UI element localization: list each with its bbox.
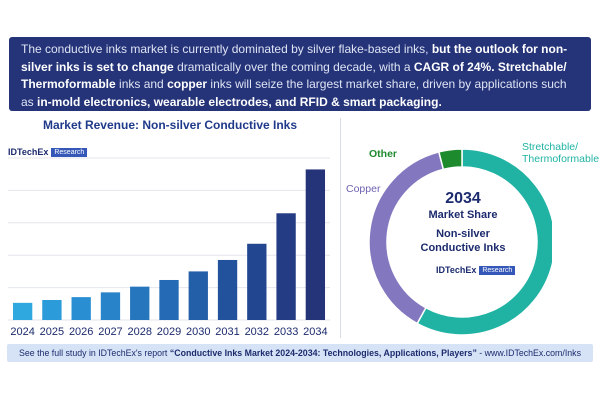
donut-center-text: Market Share Non-silver Conductive Inks xyxy=(408,208,518,255)
idtechex-logo: IDTechEx Research xyxy=(8,147,88,157)
bar-2031 xyxy=(217,259,238,320)
bar-2025 xyxy=(42,299,62,320)
legend-label-stretchable-line1: Stretchable/ xyxy=(522,141,579,153)
summary-banner: The conductive inks market is currently … xyxy=(9,37,591,111)
x-tick-label: 2027 xyxy=(98,326,122,338)
donut-chart xyxy=(368,148,552,336)
banner-highlight: Stretchable/ Thermoformable xyxy=(21,59,567,92)
footer-text: See the full study in IDTechEx's report xyxy=(19,348,170,358)
donut-center-line3: Conductive Inks xyxy=(420,242,506,254)
x-tick-label: 2032 xyxy=(245,326,269,338)
x-tick-label: 2030 xyxy=(186,326,210,338)
donut-center-line2: Non-silver xyxy=(436,228,490,240)
x-tick-label: 2024 xyxy=(10,326,34,338)
bar-2034 xyxy=(305,169,326,320)
x-tick-label: 2029 xyxy=(157,326,181,338)
banner-highlight: CAGR of 24%. xyxy=(413,59,495,74)
bar-chart-title: Market Revenue: Non-silver Conductive In… xyxy=(42,118,298,132)
bar-2027 xyxy=(100,292,121,320)
idtechex-logo: IDTechEx Research xyxy=(436,265,516,275)
report-footer[interactable]: See the full study in IDTechEx's report … xyxy=(7,344,593,362)
bar-2028 xyxy=(130,286,150,320)
bar-2024 xyxy=(12,302,33,320)
brand-tag: Research xyxy=(479,265,516,275)
banner-text: The conductive inks market is currently … xyxy=(21,42,432,56)
x-tick-label: 2034 xyxy=(303,326,327,338)
legend-label-other: Other xyxy=(369,148,398,160)
x-tick-label: 2026 xyxy=(69,326,93,338)
bar-chart: 2024 2025 2026 2027 2028 2029 2030 2031 2032 2033… xyxy=(8,157,330,338)
banner-highlight: but the outlook for non-silver inks is s… xyxy=(21,42,568,74)
brand-name: IDTechEx xyxy=(436,265,477,275)
bar-2026 xyxy=(71,297,91,320)
footer-url[interactable]: - www.IDTechEx.com/Inks xyxy=(476,348,581,358)
x-tick-label: 2033 xyxy=(274,326,298,338)
brand-tag: Research xyxy=(51,147,88,157)
donut-center-line1: Market Share xyxy=(428,209,498,221)
banner-text: dramatically over the coming decade, wit… xyxy=(173,59,414,74)
donut-slice-stretchable xyxy=(416,148,552,336)
x-tick-label: 2031 xyxy=(215,326,239,338)
bar-2032 xyxy=(247,243,267,320)
banner-text: inks and xyxy=(115,77,168,91)
bar-2033 xyxy=(276,213,296,320)
legend-label-stretchable-line2: Thermoformable xyxy=(522,153,600,165)
report-title-link[interactable]: “Conductive Inks Market 2024-2034: Techn… xyxy=(169,348,477,358)
donut-slice-other xyxy=(437,148,463,171)
banner-highlight: copper xyxy=(167,77,208,91)
legend-label-copper: Copper xyxy=(346,183,381,195)
donut-center-year: 2034 xyxy=(445,190,481,207)
panel-divider xyxy=(340,118,341,338)
bar-2029 xyxy=(159,279,179,320)
banner-highlight: in-mold electronics, wearable electrodes… xyxy=(37,94,442,109)
legend-label-stretchable: Stretchable/ Thermoformable xyxy=(522,141,599,165)
bar-2030 xyxy=(188,271,208,320)
x-tick-label: 2028 xyxy=(127,326,151,338)
banner-text: inks will seize the largest market share… xyxy=(21,77,567,109)
brand-name: IDTechEx xyxy=(8,147,49,157)
x-tick-label: 2025 xyxy=(40,326,64,338)
